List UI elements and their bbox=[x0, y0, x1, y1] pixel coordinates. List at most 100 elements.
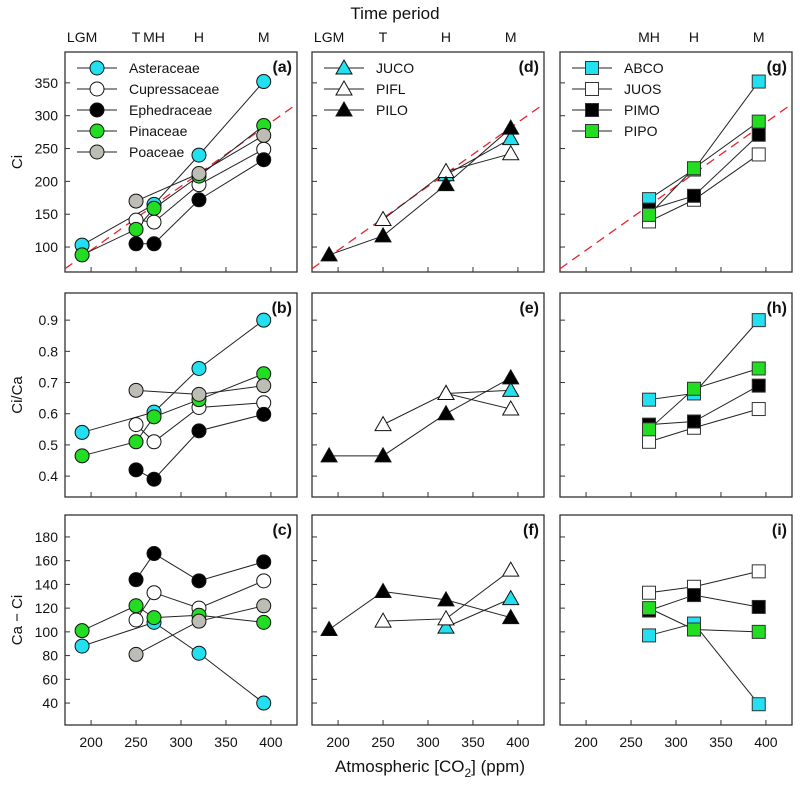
series-line-pimo bbox=[648, 594, 759, 611]
data-point-ephedraceae bbox=[146, 236, 162, 252]
y-tick-label: 120 bbox=[35, 600, 59, 616]
y-tick-label: 40 bbox=[42, 695, 58, 711]
data-point-pinaceae bbox=[74, 247, 90, 263]
panel-label: (g) bbox=[767, 59, 787, 76]
series-line-asteraceae bbox=[81, 621, 265, 704]
series-line-pimo bbox=[648, 385, 759, 426]
panel-f: 200 250 300 350 400 (f) bbox=[311, 514, 545, 750]
data-point-pipo bbox=[642, 422, 657, 437]
period-label: H bbox=[194, 29, 204, 45]
data-point-pifl bbox=[501, 400, 520, 416]
series-line-abco bbox=[648, 319, 760, 401]
data-point-pinaceae bbox=[74, 448, 90, 464]
series-line-asteraceae bbox=[81, 81, 265, 246]
x-axis-label-tail: ] (ppm) bbox=[471, 757, 525, 776]
series-line-ephedraceae bbox=[135, 552, 264, 582]
y-tick-label: 0.7 bbox=[39, 375, 59, 391]
period-label: H bbox=[689, 29, 699, 45]
data-point-cupressaceae bbox=[128, 612, 144, 628]
data-point-pinaceae bbox=[128, 598, 144, 614]
data-point-pilo bbox=[374, 226, 392, 243]
period-label: M bbox=[258, 29, 270, 45]
data-point-cupressaceae bbox=[146, 585, 162, 601]
series-line-asteraceae bbox=[81, 319, 265, 433]
y-tick-label: 150 bbox=[35, 206, 59, 222]
data-point-juos bbox=[751, 564, 766, 579]
series-line-pilo bbox=[328, 591, 511, 630]
data-point-cupressaceae bbox=[128, 417, 144, 433]
data-point-cupressaceae bbox=[146, 434, 162, 450]
y-axis-label: Ci/Ca bbox=[9, 376, 26, 414]
series-line-pinaceae bbox=[81, 373, 264, 457]
top-title: Time period bbox=[350, 4, 439, 23]
y-tick-label: 200 bbox=[35, 173, 59, 189]
period-label: M bbox=[753, 29, 765, 45]
data-point-pilo bbox=[501, 608, 520, 625]
x-axis-label-main: Atmospheric [CO bbox=[335, 757, 464, 776]
legend-marker bbox=[89, 144, 105, 160]
data-point-pinaceae bbox=[74, 623, 90, 639]
data-point-pimo bbox=[686, 414, 701, 429]
legend-marker bbox=[335, 58, 353, 75]
data-point-pilo bbox=[437, 590, 455, 607]
x-tick-label: 300 bbox=[664, 734, 688, 750]
data-point-pipo bbox=[686, 622, 701, 637]
y-tick-label: 0.4 bbox=[39, 468, 59, 484]
data-point-poaceae bbox=[191, 165, 207, 181]
data-point-pimo bbox=[751, 599, 766, 614]
data-point-abco bbox=[751, 697, 766, 712]
series-line-ephedraceae bbox=[135, 413, 264, 480]
data-point-poaceae bbox=[191, 386, 207, 402]
data-point-pilo bbox=[320, 446, 338, 463]
data-point-ephedraceae bbox=[128, 236, 144, 252]
x-tick-label: 200 bbox=[79, 734, 103, 750]
y-tick-label: 140 bbox=[35, 576, 59, 592]
legend-marker bbox=[585, 82, 599, 96]
x-tick-label: 250 bbox=[371, 734, 395, 750]
data-point-asteraceae bbox=[256, 74, 272, 90]
legend-marker bbox=[89, 60, 105, 76]
data-point-pipo bbox=[751, 114, 766, 129]
y-tick-label: 160 bbox=[35, 553, 59, 569]
data-point-abco bbox=[751, 74, 766, 89]
legend-marker bbox=[335, 100, 353, 117]
data-point-poaceae bbox=[128, 646, 144, 662]
data-point-ephedraceae bbox=[191, 192, 207, 208]
y-tick-label: 100 bbox=[35, 624, 59, 640]
data-point-pipo bbox=[751, 361, 766, 376]
data-point-ephedraceae bbox=[128, 572, 144, 588]
legend-label: PIFL bbox=[376, 81, 406, 97]
data-point-pilo bbox=[374, 582, 392, 599]
x-tick-label: 250 bbox=[124, 734, 148, 750]
data-point-juos bbox=[751, 402, 766, 417]
panel-label: (e) bbox=[519, 300, 539, 317]
data-point-pilo bbox=[374, 446, 392, 463]
panel-a: 100 150 200 250 300 350 Ci (a) Asteraceae Cupress… bbox=[9, 51, 298, 273]
data-point-asteraceae bbox=[191, 645, 207, 661]
x-tick-label: 400 bbox=[259, 734, 283, 750]
legend-marker bbox=[585, 61, 599, 75]
data-point-abco bbox=[642, 392, 657, 407]
data-point-juos bbox=[642, 434, 657, 449]
y-tick-label: 300 bbox=[35, 108, 59, 124]
data-point-pinaceae bbox=[146, 610, 162, 626]
data-point-asteraceae bbox=[191, 147, 207, 163]
data-point-pinaceae bbox=[128, 434, 144, 450]
legend-label: Poaceae bbox=[129, 144, 184, 160]
period-label: T bbox=[132, 29, 141, 45]
y-axis-label: Ci bbox=[9, 155, 26, 169]
data-point-pimo bbox=[686, 188, 701, 203]
series-line-cupressaceae bbox=[135, 580, 264, 621]
data-point-ephedraceae bbox=[128, 462, 144, 478]
legend-label: PIPO bbox=[624, 123, 658, 139]
x-axis-label: Atmospheric [CO2] (ppm) bbox=[335, 757, 525, 780]
data-point-pilo bbox=[501, 119, 520, 135]
legend-marker bbox=[335, 79, 353, 96]
data-point-asteraceae bbox=[256, 695, 272, 711]
data-point-pipo bbox=[751, 624, 766, 639]
legend-label: JUOS bbox=[624, 81, 661, 97]
data-point-ephedraceae bbox=[191, 573, 207, 589]
data-point-pifl bbox=[374, 210, 392, 226]
legend-label: ABCO bbox=[624, 60, 664, 76]
y-tick-label: 250 bbox=[35, 141, 59, 157]
